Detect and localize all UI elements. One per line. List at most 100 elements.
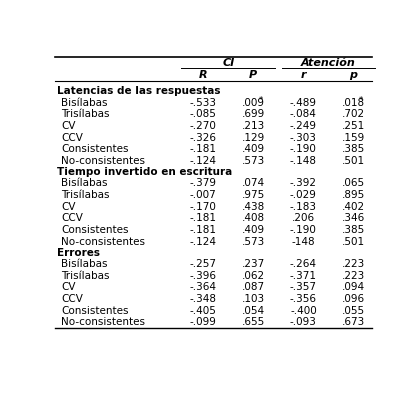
Text: -.124: -.124 — [190, 156, 217, 166]
Text: -.348: -.348 — [190, 294, 217, 304]
Text: CV: CV — [61, 282, 75, 293]
Text: r: r — [301, 70, 306, 80]
Text: .223: .223 — [342, 271, 365, 281]
Text: Trisílabas: Trisílabas — [61, 271, 110, 281]
Text: .501: .501 — [342, 237, 365, 247]
Text: .402: .402 — [342, 202, 365, 212]
Text: .673: .673 — [342, 317, 365, 327]
Text: Errores: Errores — [57, 248, 100, 258]
Text: .975: .975 — [242, 190, 265, 200]
Text: .087: .087 — [242, 282, 265, 293]
Text: -.405: -.405 — [190, 306, 217, 316]
Text: -.303: -.303 — [290, 133, 317, 143]
Text: .096: .096 — [342, 294, 365, 304]
Text: -.190: -.190 — [290, 225, 317, 235]
Text: .159: .159 — [342, 133, 365, 143]
Text: .702: .702 — [342, 109, 365, 119]
Text: -.371: -.371 — [290, 271, 317, 281]
Text: -.364: -.364 — [190, 282, 217, 293]
Text: .074: .074 — [242, 178, 265, 189]
Text: .055: .055 — [342, 306, 365, 316]
Text: -.181: -.181 — [190, 144, 217, 154]
Text: -.396: -.396 — [190, 271, 217, 281]
Text: -.392: -.392 — [290, 178, 317, 189]
Text: .385: .385 — [342, 225, 365, 235]
Text: .438: .438 — [242, 202, 265, 212]
Text: R: R — [199, 70, 208, 80]
Text: -.181: -.181 — [190, 213, 217, 223]
Text: .501: .501 — [342, 156, 365, 166]
Text: .213: .213 — [242, 121, 265, 131]
Text: .251: .251 — [342, 121, 365, 131]
Text: -.183: -.183 — [290, 202, 317, 212]
Text: -.379: -.379 — [190, 178, 217, 189]
Text: .223: .223 — [342, 259, 365, 269]
Text: -.257: -.257 — [190, 259, 217, 269]
Text: .346: .346 — [342, 213, 365, 223]
Text: Consistentes: Consistentes — [61, 225, 129, 235]
Text: Consistentes: Consistentes — [61, 144, 129, 154]
Text: Bisílabas: Bisílabas — [61, 178, 108, 189]
Text: -.264: -.264 — [290, 259, 317, 269]
Text: -.249: -.249 — [290, 121, 317, 131]
Text: .573: .573 — [242, 156, 265, 166]
Text: Bisílabas: Bisílabas — [61, 259, 108, 269]
Text: -.085: -.085 — [190, 109, 217, 119]
Text: -.093: -.093 — [290, 317, 317, 327]
Text: CV: CV — [61, 202, 75, 212]
Text: .409: .409 — [242, 225, 265, 235]
Text: -.029: -.029 — [290, 190, 317, 200]
Text: *: * — [258, 96, 263, 105]
Text: .699: .699 — [242, 109, 265, 119]
Text: -.148: -.148 — [290, 156, 317, 166]
Text: .009: .009 — [242, 98, 265, 108]
Text: CV: CV — [61, 121, 75, 131]
Text: -.489: -.489 — [290, 98, 317, 108]
Text: -.357: -.357 — [290, 282, 317, 293]
Text: .385: .385 — [342, 144, 365, 154]
Text: Atención: Atención — [301, 58, 356, 68]
Text: No-consistentes: No-consistentes — [61, 317, 145, 327]
Text: *: * — [359, 96, 363, 105]
Text: -.533: -.533 — [190, 98, 217, 108]
Text: Trisílabas: Trisílabas — [61, 190, 110, 200]
Text: Tiempo invertido en escritura: Tiempo invertido en escritura — [57, 167, 232, 177]
Text: .408: .408 — [242, 213, 265, 223]
Text: p: p — [349, 70, 357, 80]
Text: .655: .655 — [242, 317, 265, 327]
Text: -.099: -.099 — [190, 317, 217, 327]
Text: -.270: -.270 — [190, 121, 217, 131]
Text: .129: .129 — [242, 133, 265, 143]
Text: -.181: -.181 — [190, 225, 217, 235]
Text: Bisílabas: Bisílabas — [61, 98, 108, 108]
Text: No-consistentes: No-consistentes — [61, 237, 145, 247]
Text: .062: .062 — [242, 271, 265, 281]
Text: Consistentes: Consistentes — [61, 306, 129, 316]
Text: .094: .094 — [342, 282, 365, 293]
Text: CCV: CCV — [61, 294, 83, 304]
Text: -.190: -.190 — [290, 144, 317, 154]
Text: .206: .206 — [292, 213, 315, 223]
Text: .103: .103 — [242, 294, 265, 304]
Text: No-consistentes: No-consistentes — [61, 156, 145, 166]
Text: .573: .573 — [242, 237, 265, 247]
Text: -.356: -.356 — [290, 294, 317, 304]
Text: -.084: -.084 — [290, 109, 317, 119]
Text: .409: .409 — [242, 144, 265, 154]
Text: -.170: -.170 — [190, 202, 217, 212]
Text: P: P — [249, 70, 257, 80]
Text: .065: .065 — [342, 178, 365, 189]
Text: Trisílabas: Trisílabas — [61, 109, 110, 119]
Text: -148: -148 — [291, 237, 315, 247]
Text: -.007: -.007 — [190, 190, 216, 200]
Text: .054: .054 — [242, 306, 265, 316]
Text: .018: .018 — [342, 98, 365, 108]
Text: -.326: -.326 — [190, 133, 217, 143]
Text: .237: .237 — [242, 259, 265, 269]
Text: -.124: -.124 — [190, 237, 217, 247]
Text: -.400: -.400 — [290, 306, 317, 316]
Text: .895: .895 — [342, 190, 365, 200]
Text: CI: CI — [222, 58, 234, 68]
Text: CCV: CCV — [61, 213, 83, 223]
Text: Latencias de las respuestas: Latencias de las respuestas — [57, 86, 221, 96]
